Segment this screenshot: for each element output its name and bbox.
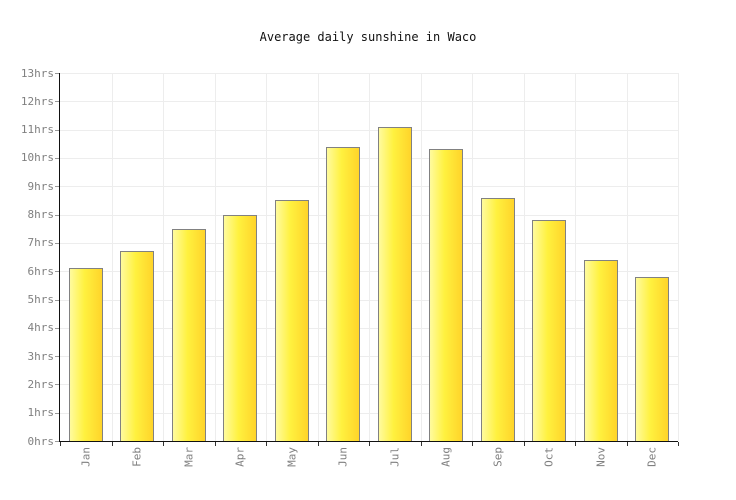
x-tick: [60, 442, 61, 446]
x-axis-label-feb: Feb: [130, 447, 144, 467]
y-axis-label: 0hrs: [27, 434, 55, 448]
x-tick: [472, 442, 473, 446]
x-axis-label-mar: Mar: [182, 447, 196, 467]
y-axis-label: 10hrs: [20, 151, 54, 165]
x-axis-label-jun: Jun: [336, 447, 350, 467]
y-tick: [55, 356, 59, 358]
v-gridline: [317, 73, 319, 441]
v-gridline: [214, 73, 216, 441]
y-tick: [55, 73, 59, 74]
y-axis-label: 11hrs: [20, 123, 54, 137]
v-gridline: [369, 73, 370, 441]
y-axis-label: 7hrs: [27, 236, 55, 250]
y-tick: [55, 101, 59, 103]
y-tick: [55, 129, 59, 131]
y-tick: [55, 412, 59, 414]
x-tick: [626, 442, 628, 446]
x-axis-label-oct: Oct: [542, 447, 556, 467]
v-gridline: [420, 73, 422, 441]
bar-jan[interactable]: [68, 268, 103, 441]
x-tick: [523, 442, 525, 446]
x-axis-label-may: May: [285, 447, 299, 467]
x-axis-label-jan: Jan: [79, 447, 93, 467]
x-tick: [214, 442, 216, 446]
bar-jul[interactable]: [377, 126, 412, 441]
x-tick: [266, 442, 267, 446]
x-tick: [678, 442, 679, 446]
y-tick: [55, 214, 59, 216]
y-axis-label: 12hrs: [20, 94, 54, 108]
bar-may[interactable]: [274, 200, 309, 441]
y-axis-label: 9hrs: [27, 179, 55, 193]
bar-feb[interactable]: [120, 251, 155, 441]
v-gridline: [575, 73, 576, 441]
bar-apr[interactable]: [223, 214, 258, 441]
bar-sep[interactable]: [480, 197, 515, 441]
bar-aug[interactable]: [429, 149, 464, 441]
x-axis-label-jul: Jul: [388, 447, 402, 467]
v-gridline: [678, 73, 679, 441]
x-tick: [317, 442, 319, 446]
x-tick: [163, 442, 164, 446]
x-axis-line: [59, 441, 678, 442]
y-tick: [55, 242, 59, 244]
y-tick: [55, 271, 59, 273]
y-axis-label: 6hrs: [27, 264, 55, 278]
y-axis-label: 2hrs: [27, 377, 55, 391]
bar-oct[interactable]: [532, 220, 567, 441]
x-tick: [111, 442, 113, 446]
y-tick: [55, 299, 59, 301]
y-tick: [55, 186, 59, 188]
x-axis-label-apr: Apr: [233, 447, 247, 467]
y-axis-label: 13hrs: [20, 66, 54, 80]
v-gridline: [111, 73, 113, 441]
x-axis-label-nov: Nov: [594, 447, 608, 467]
v-gridline: [266, 73, 267, 441]
y-axis-label: 1hrs: [27, 406, 55, 420]
bar-mar[interactable]: [171, 228, 206, 441]
v-gridline: [472, 73, 473, 441]
bar-nov[interactable]: [583, 259, 618, 441]
y-tick: [55, 384, 59, 386]
y-axis-label: 3hrs: [27, 349, 55, 363]
v-gridline: [523, 73, 525, 441]
x-tick: [575, 442, 576, 446]
y-tick: [55, 157, 59, 159]
x-axis-label-dec: Dec: [645, 447, 659, 467]
bar-jun[interactable]: [326, 146, 361, 441]
y-tick: [55, 327, 59, 329]
v-gridline: [626, 73, 628, 441]
chart-title: Average daily sunshine in Waco: [259, 30, 477, 44]
y-tick: [55, 441, 59, 442]
x-axis-label-aug: Aug: [439, 447, 453, 467]
x-tick: [369, 442, 370, 446]
y-axis-label: 5hrs: [27, 293, 55, 306]
x-axis-label-sep: Sep: [491, 447, 505, 467]
v-gridline: [163, 73, 164, 441]
y-axis-label: 8hrs: [27, 208, 55, 221]
bar-dec[interactable]: [635, 276, 670, 441]
x-tick: [420, 442, 422, 446]
y-axis-label: 4hrs: [27, 321, 55, 335]
y-axis-line: [59, 73, 60, 442]
